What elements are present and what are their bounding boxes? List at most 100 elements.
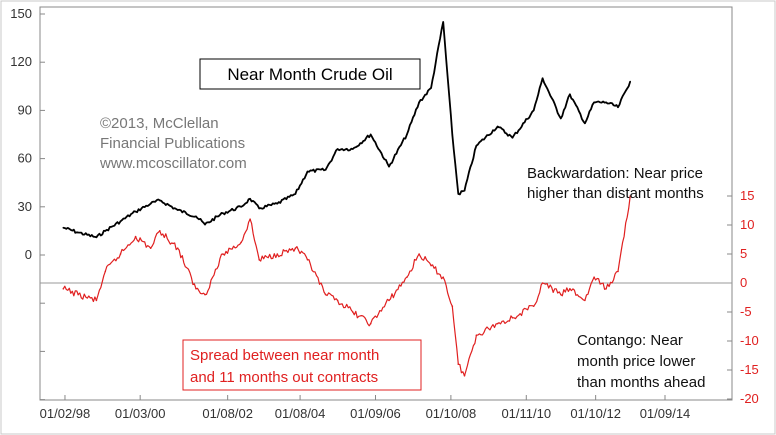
x-tick-label: 01/08/04	[275, 406, 326, 421]
left-tick-label: 120	[10, 54, 32, 69]
copyright-line-3: www.mcoscillator.com	[99, 155, 247, 172]
x-tick-label: 01/10/08	[426, 406, 477, 421]
crude-oil-price-point	[336, 148, 339, 150]
contango-label-line-1: Contango: Near	[577, 332, 683, 349]
crude-oil-price-point	[617, 106, 619, 108]
spread-point	[294, 247, 297, 249]
spread-point	[276, 253, 279, 255]
crude-oil-price-point	[463, 189, 466, 192]
crude-oil-price-point	[77, 231, 79, 234]
spread-point	[496, 322, 499, 325]
x-tick-label: 01/02/98	[40, 406, 91, 421]
spread-point	[418, 253, 420, 255]
spread-point	[306, 259, 309, 261]
crude-oil-price-point	[195, 215, 197, 218]
spread-point	[584, 299, 586, 302]
crude-oil-price-point	[406, 133, 408, 136]
crude-oil-price-point	[134, 210, 137, 213]
spread-point	[336, 299, 339, 302]
spread-point	[134, 235, 137, 238]
spread-point	[451, 305, 454, 308]
crude-oil-price-point	[258, 207, 261, 210]
spread-point	[352, 311, 354, 313]
crude-oil-price-point	[560, 117, 562, 120]
crude-oil-price-point	[511, 136, 514, 139]
spread-label-line-1: Spread between near month	[190, 347, 379, 364]
crude-oil-price-line	[63, 21, 632, 239]
crude-oil-price-point	[430, 87, 432, 89]
crude-oil-price-point	[62, 226, 65, 229]
right-tick-label: -10	[740, 333, 759, 348]
crude-oil-price-point	[369, 133, 372, 136]
crude-oil-price-point	[569, 93, 571, 96]
x-tick-label: 01/11/10	[501, 406, 551, 421]
contango-label-line-3: than months ahead	[577, 374, 705, 391]
spread-point	[605, 288, 607, 290]
spread-point	[204, 293, 206, 296]
spread-label-box	[182, 339, 422, 391]
crude-oil-price-point	[388, 165, 390, 168]
spread-point	[475, 334, 478, 337]
spread-line	[62, 195, 631, 377]
copyright-line-2: Financial Publications	[100, 135, 245, 152]
spread-point	[369, 322, 372, 325]
left-axis: 150 120 90 60 30 0	[10, 6, 32, 262]
spread-point	[463, 375, 466, 377]
spread-point	[511, 317, 514, 319]
crude-oil-price-point	[306, 170, 309, 173]
crude-oil-price-point	[451, 133, 454, 136]
left-tick-label: 150	[10, 6, 32, 21]
crude-oil-price-point	[204, 223, 206, 226]
right-tick-label: 10	[740, 217, 754, 232]
backwardation-label-line-1: Backwardation: Near price	[527, 165, 703, 182]
x-tick-label: 01/03/00	[115, 406, 166, 421]
x-tick-label: 01/09/06	[350, 406, 401, 421]
right-tick-label: 0	[740, 275, 747, 290]
crude-oil-price-point	[276, 202, 279, 205]
spread-point	[560, 293, 562, 296]
spread-label-line-2: and 11 months out contracts	[190, 369, 378, 386]
spread-point	[457, 363, 460, 366]
crude-oil-price-point	[324, 169, 327, 171]
crude-oil-price-point	[584, 122, 586, 125]
spread-point	[119, 253, 122, 255]
spread-point	[149, 247, 152, 249]
crude-oil-price-point	[496, 125, 499, 128]
crude-oil-price-point	[95, 236, 98, 239]
crude-oil-price-point	[294, 193, 297, 195]
crude-oil-price-point	[457, 193, 460, 195]
crude-oil-price-point	[176, 209, 179, 211]
crude-oil-price-point	[541, 77, 544, 80]
crude-oil-price-point	[605, 101, 607, 104]
spread-point	[442, 276, 445, 279]
right-tick-label: 15	[740, 188, 754, 203]
spread-point	[532, 305, 535, 308]
crude-oil-price-point	[352, 148, 354, 150]
left-tick-label: 60	[18, 151, 32, 166]
right-tick-label: -15	[740, 362, 759, 377]
x-axis: 01/02/98 01/03/00 01/08/02 01/08/04 01/09/06…	[40, 406, 691, 421]
x-tick-label: 01/08/02	[202, 406, 253, 421]
right-tick-label: -5	[740, 304, 752, 319]
right-tick-label: 5	[740, 246, 747, 261]
crude-oil-price-point	[149, 202, 152, 205]
left-tick-label: 0	[25, 247, 32, 262]
left-tick-label: 30	[18, 199, 32, 214]
crude-oil-price-point	[222, 212, 224, 214]
spread-point	[176, 247, 179, 249]
right-axis: 15 10 5 0 -5 -10 -15 -20	[740, 188, 759, 406]
chart-title: Near Month Crude Oil	[227, 65, 392, 84]
spread-point	[569, 288, 571, 290]
spread-point	[617, 270, 619, 273]
spread-point	[629, 195, 631, 197]
spread-point	[195, 288, 197, 290]
spread-point	[62, 288, 65, 290]
left-tick-label: 90	[18, 102, 32, 117]
spread-point	[388, 299, 390, 302]
crude-oil-price-point	[532, 109, 535, 112]
x-tick-label: 01/10/12	[570, 406, 621, 421]
spread-point	[324, 293, 327, 296]
spread-point	[104, 270, 107, 273]
spread-point	[541, 282, 544, 284]
